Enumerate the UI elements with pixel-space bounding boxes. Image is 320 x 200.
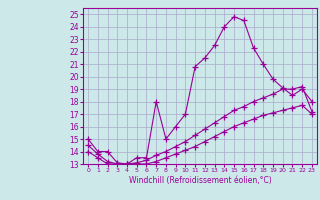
- X-axis label: Windchill (Refroidissement éolien,°C): Windchill (Refroidissement éolien,°C): [129, 176, 271, 185]
